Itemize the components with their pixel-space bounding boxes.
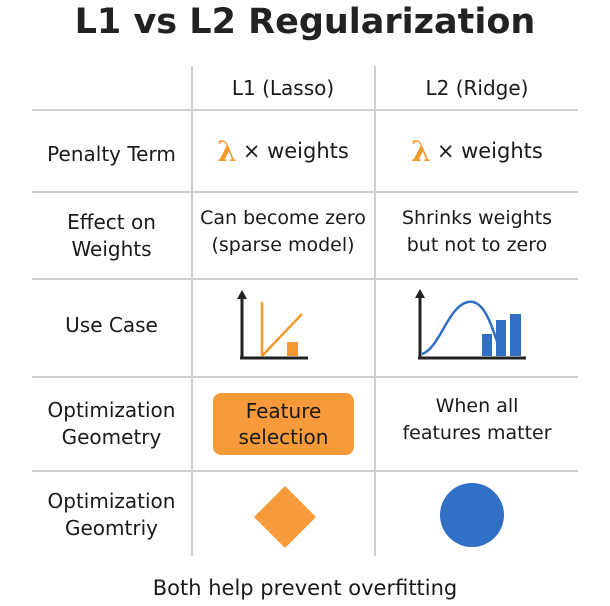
blue-bar [496, 320, 506, 356]
effect-l2: Shrinks weights but not to zero [376, 189, 578, 274]
label-line: Optimization [47, 489, 176, 513]
axis-arrow [415, 289, 425, 298]
lambda-symbol: λ [217, 134, 237, 168]
grid-line [191, 66, 193, 556]
circle-icon [440, 483, 504, 547]
penalty-l2-text: × weights [436, 138, 543, 163]
label-line: Geometry [61, 425, 162, 449]
label-line: Weights [71, 236, 152, 261]
blue-bar [510, 314, 521, 356]
feature-selection-badge: Feature selection [213, 393, 354, 455]
grid-line [32, 278, 578, 280]
footer-caption: Both help prevent overfitting [152, 576, 458, 600]
row-label-optimization-geometry: Optimization Geometry [32, 378, 191, 470]
effect-l1-line: Can become zero [200, 206, 366, 229]
row-label-optimization-geomtriy: Optimization Geomtriy [32, 472, 191, 558]
label-line: Optimization [47, 398, 176, 422]
penalty-l2: λ × weights [376, 111, 578, 191]
row-label-penalty-term: Penalty Term [47, 141, 176, 166]
blue-bar [482, 334, 492, 356]
grid-line [32, 191, 578, 193]
row-label-use-case: Use Case [65, 312, 158, 337]
effect-l1: Can become zero (sparse model) [192, 189, 374, 274]
label-line: Geomtriy [65, 516, 158, 540]
grid-line [374, 66, 376, 556]
diamond-shape [254, 486, 316, 548]
column-header-l2: L2 (Ridge) [425, 75, 529, 100]
penalty-l1-text: × weights [242, 138, 349, 163]
circle-shape [440, 483, 504, 547]
effect-l2-line: but not to zero [406, 233, 548, 256]
linear-chart-icon [237, 290, 308, 360]
geometry-l2-line: When all [435, 395, 519, 417]
page-title: L1 vs L2 Regularization [74, 2, 536, 42]
geometry-l2-line: features matter [402, 422, 552, 444]
grid-line [32, 109, 578, 111]
row-label-effect-on-weights: Effect on Weights [32, 193, 191, 278]
orange-diagonal-line [261, 313, 303, 357]
penalty-l1: λ × weights [192, 111, 374, 191]
blue-curve [421, 300, 504, 357]
curve-bar-chart-icon [415, 289, 526, 360]
diamond-icon [254, 486, 316, 548]
column-header-l1: L1 (Lasso) [231, 75, 335, 100]
geometry-l2: When all features matter [376, 374, 578, 466]
grid-line [32, 376, 578, 378]
axis-arrow [237, 290, 247, 299]
orange-bar [287, 342, 298, 356]
grid-line [32, 470, 578, 472]
badge-line: Feature [245, 399, 322, 423]
lambda-symbol: λ [411, 134, 431, 168]
badge-line: selection [238, 425, 329, 449]
effect-l2-line: Shrinks weights [401, 206, 553, 229]
label-line: Effect on [67, 209, 156, 234]
effect-l1-line: (sparse model) [211, 233, 355, 256]
